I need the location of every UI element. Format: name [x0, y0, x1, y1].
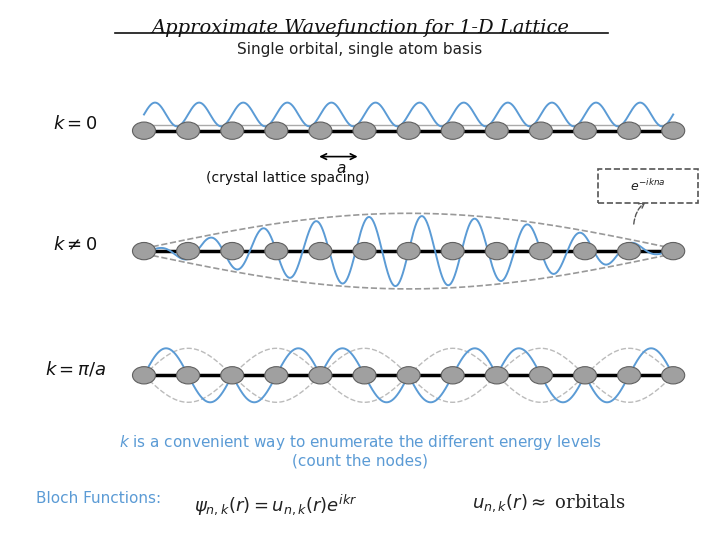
Circle shape	[574, 242, 596, 260]
Circle shape	[485, 367, 508, 384]
Text: $k = 0$: $k = 0$	[53, 115, 98, 133]
Circle shape	[529, 122, 552, 139]
Circle shape	[397, 242, 420, 260]
Circle shape	[574, 367, 596, 384]
Circle shape	[618, 242, 641, 260]
Circle shape	[662, 122, 685, 139]
Circle shape	[397, 367, 420, 384]
Circle shape	[662, 242, 685, 260]
Text: $k = \pi/a$: $k = \pi/a$	[45, 359, 107, 379]
Circle shape	[132, 367, 156, 384]
Text: (crystal lattice spacing): (crystal lattice spacing)	[206, 171, 370, 185]
Circle shape	[353, 122, 376, 139]
Circle shape	[441, 367, 464, 384]
Circle shape	[441, 242, 464, 260]
Text: (count the nodes): (count the nodes)	[292, 454, 428, 469]
Circle shape	[618, 367, 641, 384]
Text: $k$ is a convenient way to enumerate the different energy levels: $k$ is a convenient way to enumerate the…	[119, 433, 601, 452]
Circle shape	[441, 122, 464, 139]
Circle shape	[485, 122, 508, 139]
Text: Bloch Functions:: Bloch Functions:	[36, 491, 161, 507]
Circle shape	[220, 122, 243, 139]
Circle shape	[176, 367, 199, 384]
Text: $u_{n,k}(r) \approx$ orbitals: $u_{n,k}(r) \approx$ orbitals	[472, 492, 625, 514]
Circle shape	[309, 367, 332, 384]
Circle shape	[618, 122, 641, 139]
Circle shape	[574, 122, 596, 139]
Circle shape	[176, 122, 199, 139]
Text: $a$: $a$	[336, 162, 346, 176]
Circle shape	[132, 122, 156, 139]
Circle shape	[265, 242, 288, 260]
Text: Single orbital, single atom basis: Single orbital, single atom basis	[238, 42, 482, 57]
Circle shape	[132, 242, 156, 260]
Circle shape	[265, 367, 288, 384]
Circle shape	[309, 242, 332, 260]
Circle shape	[529, 367, 552, 384]
Text: $e^{-ikna}$: $e^{-ikna}$	[630, 178, 666, 194]
Circle shape	[662, 367, 685, 384]
FancyBboxPatch shape	[598, 169, 698, 202]
Circle shape	[309, 122, 332, 139]
Circle shape	[529, 242, 552, 260]
Circle shape	[397, 122, 420, 139]
Text: Approximate Wavefunction for 1-D Lattice: Approximate Wavefunction for 1-D Lattice	[151, 19, 569, 37]
Text: $k \neq 0$: $k \neq 0$	[53, 235, 98, 254]
Circle shape	[220, 242, 243, 260]
Circle shape	[265, 122, 288, 139]
Circle shape	[353, 367, 376, 384]
Circle shape	[220, 367, 243, 384]
Text: $\psi_{n,k}(r) = u_{n,k}(r)e^{ikr}$: $\psi_{n,k}(r) = u_{n,k}(r)e^{ikr}$	[194, 492, 358, 517]
Circle shape	[176, 242, 199, 260]
Circle shape	[485, 242, 508, 260]
Circle shape	[353, 242, 376, 260]
